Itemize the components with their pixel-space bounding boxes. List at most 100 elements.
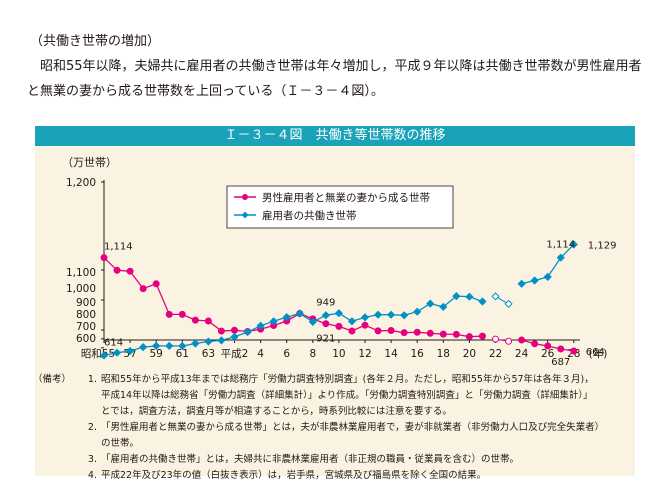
- data-point: [139, 342, 148, 352]
- x-tick-label: 昭和55: [81, 348, 115, 360]
- data-point: [491, 292, 500, 301]
- note-text: 「雇用者の共働き世帯」とは，夫婦共に非農林業雇用者（非正規の職員・従業員を含む）…: [101, 454, 520, 465]
- data-point: [556, 253, 565, 262]
- note-text: 昭和55年から平成13年までは総務庁「労働力調査特別調査」(各年２月。ただし，昭…: [101, 374, 594, 385]
- data-point: [544, 342, 552, 350]
- section-heading: （共働き世帯の増加）: [30, 34, 161, 49]
- figure-title: Ｉ－３－４図 共働き等世帯数の推移: [35, 126, 635, 146]
- data-point: [112, 348, 122, 357]
- data-point: [230, 332, 239, 341]
- data-label: 664: [586, 347, 605, 358]
- data-point: [387, 327, 395, 335]
- data-label: 1,129: [588, 240, 617, 251]
- data-point: [413, 328, 421, 336]
- data-point: [426, 299, 435, 308]
- note-text: 「男性雇用者と無業の妻から成る世帯」とは，夫が非農林業雇用者で，妻が非就業者（非…: [101, 422, 605, 433]
- data-point: [557, 345, 565, 353]
- data-point: [569, 240, 578, 249]
- x-tick-label: 14: [384, 348, 398, 360]
- data-point: [178, 341, 187, 351]
- data-point: [465, 292, 474, 301]
- y-tick-label: 800: [76, 309, 96, 321]
- y-tick-label: 1,100: [66, 267, 96, 279]
- x-tick-label: 10: [332, 348, 345, 360]
- data-point: [452, 291, 461, 301]
- data-point: [113, 266, 121, 274]
- data-point: [243, 327, 252, 337]
- figure-notes: （備考） 1. 昭和55年から平成13年までは総務庁「労働力調査特別調査」(各年…: [33, 372, 604, 484]
- data-point: [531, 340, 539, 348]
- data-point: [178, 310, 186, 318]
- data-point: [478, 297, 487, 306]
- data-point: [217, 327, 225, 335]
- data-point: [400, 329, 408, 337]
- data-point: [269, 317, 278, 326]
- x-tick-label: 8: [309, 348, 316, 360]
- data-point: [530, 276, 539, 285]
- data-point: [400, 311, 409, 320]
- note-text: とでは，調査方法，調査月等が相違することから，時系列比較には注意を要する。: [101, 406, 452, 417]
- data-point: [165, 310, 173, 318]
- data-point: [231, 326, 238, 334]
- data-point: [426, 329, 434, 337]
- data-point: [139, 285, 147, 293]
- data-point: [386, 310, 396, 319]
- data-point: [100, 254, 108, 262]
- data-label: 949: [316, 297, 335, 308]
- data-point: [334, 309, 344, 318]
- note-row-2: 2. 「男性雇用者と無業の妻から成る世帯」とは，夫が非農林業雇用者で，妻が非就業…: [33, 420, 604, 436]
- y-tick-label: 1,000: [66, 283, 96, 295]
- series-line: [103, 295, 483, 357]
- data-point: [439, 302, 448, 312]
- data-point: [517, 279, 526, 288]
- x-tick-label: 18: [437, 348, 450, 360]
- note-number: 3.: [87, 454, 97, 465]
- note-number: 1.: [87, 374, 97, 385]
- x-tick-label: 63: [202, 348, 215, 360]
- note-text: の世帯。: [101, 438, 140, 449]
- x-tick-label: 20: [463, 348, 476, 360]
- note-text: 平成14年以降は総務省「労働力調査（詳細集計）」より作成。「労働力調査特別調査」…: [101, 390, 593, 401]
- data-point: [152, 280, 160, 288]
- note-text: 平成22年及び23年の値（白抜き表示）は，岩手県，宮城県及び福島県を除く全国の結…: [101, 470, 487, 481]
- data-point: [374, 327, 382, 335]
- x-tick-label: 平成2: [221, 348, 249, 360]
- data-point: [204, 337, 213, 346]
- data-point: [256, 321, 265, 330]
- data-point: [204, 317, 212, 325]
- x-tick-label: 61: [176, 348, 189, 360]
- data-point: [413, 307, 422, 316]
- note-row-4: 4. 平成22年及び23年の値（白抜き表示）は，岩手県，宮城県及び福島県を除く全…: [33, 468, 604, 484]
- data-point: [126, 267, 134, 275]
- note-row-3: 3. 「雇用者の共働き世帯」とは，夫婦共に非農林業雇用者（非正規の職員・従業員を…: [33, 452, 604, 468]
- x-tick-label: 12: [358, 348, 371, 360]
- data-point: [504, 299, 513, 309]
- data-point: [478, 332, 486, 340]
- data-point: [335, 322, 343, 330]
- data-label: 1,114: [104, 242, 133, 253]
- data-point: [348, 327, 356, 335]
- section-paragraph: 昭和55年以降，夫婦共に雇用者の共働き世帯は年々増加し，平成９年以降は共働き世帯…: [27, 59, 642, 99]
- x-axis-unit-label: (年): [589, 347, 608, 360]
- data-point: [217, 336, 226, 345]
- data-point: [492, 335, 499, 343]
- data-label: 614: [104, 337, 123, 348]
- data-point: [295, 309, 304, 318]
- data-point: [518, 336, 526, 344]
- legend-marker: [241, 211, 249, 219]
- data-point: [321, 311, 330, 320]
- data-point: [360, 313, 370, 322]
- data-point: [465, 333, 473, 341]
- data-point: [191, 339, 200, 348]
- note-number: 4.: [87, 470, 97, 481]
- y-tick-label: 1,200: [66, 177, 96, 189]
- x-tick-label: 22: [489, 348, 502, 360]
- data-point: [361, 321, 369, 329]
- data-point: [322, 320, 330, 328]
- legend-label: 雇用者の共働き世帯: [262, 209, 357, 222]
- x-tick-label: 24: [515, 348, 529, 360]
- data-point: [282, 312, 291, 322]
- data-point: [347, 317, 357, 326]
- note-number: 2.: [87, 422, 97, 433]
- y-tick-label: 600: [76, 333, 96, 345]
